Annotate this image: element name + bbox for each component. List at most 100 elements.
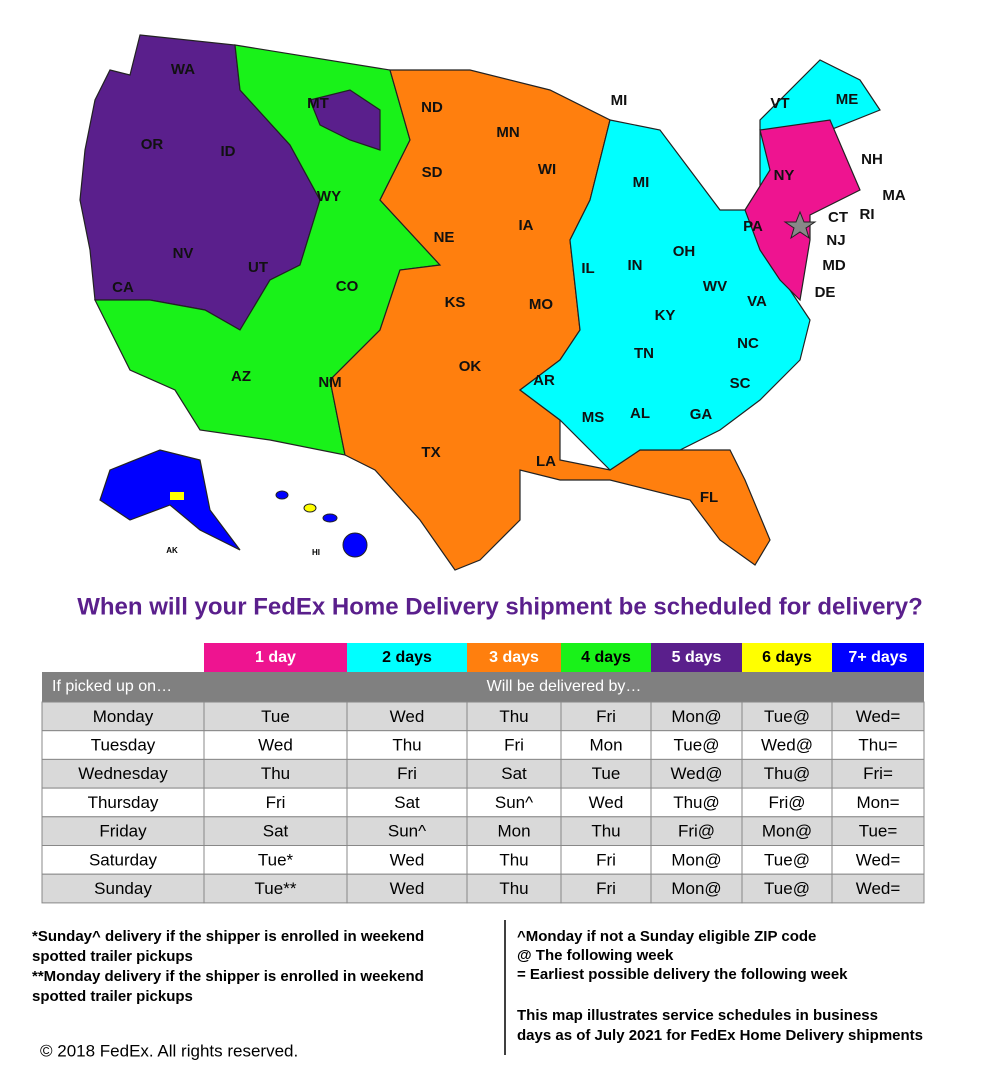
cell-text: Sunday [94,879,152,898]
cell-text: Wed= [856,707,901,726]
cell-text: Mon@ [671,707,721,726]
state-label: NH [861,151,883,168]
cell-text: Saturday [89,850,158,869]
cell-text: Wed= [856,879,901,898]
cell-text: Wed [390,850,425,869]
cell-text: Thu [591,822,620,841]
cell-text: Fri [397,764,417,783]
legend-cell [347,643,467,672]
note-text: **Monday delivery if the shipper is enro… [32,968,424,985]
table-cell [650,758,743,789]
note-text: ^Monday if not a Sunday eligible ZIP cod… [517,928,816,945]
table-cell [466,845,562,875]
cell-text: Mon [497,822,530,841]
table-cell [741,701,833,732]
cell-text: Sun^ [388,822,426,841]
table-cell [831,758,925,789]
star-icon [783,210,817,240]
table-cell [41,730,205,760]
table-cell [203,730,348,760]
state-label: UT [248,259,268,276]
cell-text: Wed [390,707,425,726]
table-cell [650,730,743,760]
note-text: = Earliest possible delivery the followi… [517,966,848,983]
state-label: MT [307,95,329,112]
cell-text: Wed= [856,850,901,869]
state-label: CT [828,209,848,226]
cell-text: Fri= [863,764,893,783]
cell-text: Wed@ [761,736,813,755]
table-cell [203,701,348,732]
state-label: AZ [231,368,251,385]
state-label: NY [774,167,795,184]
state-label: GA [690,406,713,423]
legend-cell [832,643,924,672]
cell-text: Tue= [859,822,898,841]
table-cell [560,701,652,732]
cell-text: Fri [596,707,616,726]
table-cell [741,873,833,904]
state-label: KY [655,307,676,324]
table-cell [831,845,925,875]
cell-text: Mon@ [671,879,721,898]
cell-text: Tue@ [764,879,810,898]
cell-text: Thu [499,707,528,726]
cell-text: Thu= [858,736,897,755]
table-cell [346,873,468,904]
cell-text: Sat [394,793,420,812]
state-label: CA [112,279,134,296]
state-label: VT [770,95,789,112]
copyright: © 2018 FedEx. All rights reserved. [40,1041,298,1060]
cell-text: Mon= [857,793,900,812]
cell-text: Thu@ [764,764,811,783]
state-label: NE [434,229,455,246]
map: WA OR ID MT ND MN MI VT ME NH MA RI CT NJ MD DE NY PA SD WY… [79,34,906,571]
legend-label: 7+ days [848,649,907,666]
cell-text: Tue [261,707,290,726]
table-cell [741,758,833,789]
header-cell: If picked up on… [52,678,172,695]
table-cell [466,816,562,846]
cell-text: Mon@ [671,850,721,869]
cell-text: Wed [258,736,293,755]
hawaii-island [303,503,317,513]
table-cell [203,873,348,904]
state-label: OH [673,243,696,260]
state-label: RI [860,206,875,223]
legend-cell [561,643,651,672]
note-text: @ The following week [517,947,674,964]
cell-text: Thu [499,879,528,898]
cell-text: Thu [392,736,421,755]
cell-text: Tue [592,764,621,783]
table-cell [650,873,743,904]
state-label: MN [496,124,519,141]
table-cell [741,730,833,760]
hawaii-island [275,490,289,500]
note-text: This map illustrates service schedules i… [517,1007,878,1024]
legend-label: 6 days [762,649,812,666]
header-cell: Will be delivered by… [487,678,642,695]
legend-cell [467,643,561,672]
state-label: MD [822,257,845,274]
state-label: AR [533,372,555,389]
cell-text: Thu [499,850,528,869]
header-row [42,672,924,702]
cell-text: Wed [589,793,624,812]
table-cell [466,701,562,732]
table-cell [831,730,925,760]
state-label: AL [630,405,650,422]
state-label: TX [421,444,440,461]
table-cell [41,701,205,732]
cell-text: Fri [266,793,286,812]
table-cell [346,816,468,846]
cell-text: Mon [589,736,622,755]
table-cell [560,730,652,760]
table-cell [466,873,562,904]
table-cell [41,873,205,904]
cell-text: Friday [99,822,147,841]
table-cell [650,787,743,818]
state-label: WA [171,61,195,78]
state-label: IA [519,217,534,234]
cell-text: Sun^ [495,793,533,812]
cell-text: Mon@ [762,822,812,841]
